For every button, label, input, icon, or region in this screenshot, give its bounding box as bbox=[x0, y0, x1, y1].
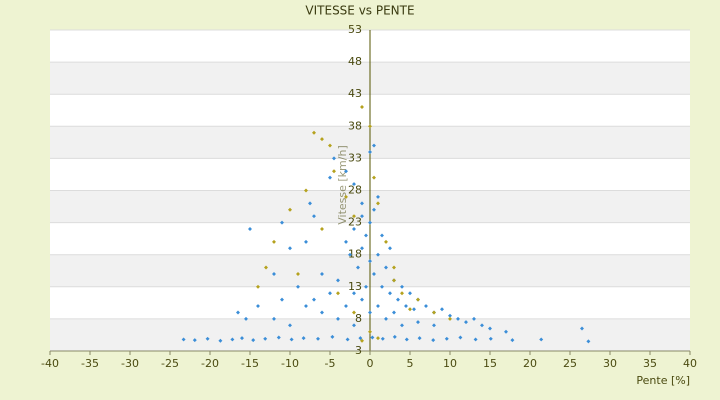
point bbox=[416, 297, 420, 302]
point bbox=[372, 175, 376, 180]
y-tick-label: 43 bbox=[348, 87, 362, 100]
point bbox=[432, 310, 436, 315]
plot-area bbox=[50, 29, 690, 352]
y-tick-label: 18 bbox=[348, 248, 362, 261]
y-tick-label: 48 bbox=[348, 55, 362, 68]
x-tick-label: -25 bbox=[161, 357, 179, 370]
x-tick-label: -10 bbox=[281, 357, 299, 370]
point bbox=[251, 338, 256, 343]
y-tick-label: 3 bbox=[355, 344, 362, 357]
point bbox=[352, 227, 356, 231]
point bbox=[280, 297, 284, 302]
x-tick-label: 5 bbox=[407, 357, 414, 370]
y-tick-label: 23 bbox=[348, 216, 362, 229]
x-tick-label: 25 bbox=[563, 357, 577, 370]
y-tick-label: 13 bbox=[348, 280, 362, 293]
x-tick-label: -5 bbox=[325, 357, 336, 370]
point bbox=[368, 124, 372, 129]
x-tick-label: -15 bbox=[241, 357, 259, 370]
point bbox=[240, 336, 244, 341]
point bbox=[368, 310, 372, 315]
point bbox=[244, 316, 248, 321]
x-axis-title: Pente [%] bbox=[636, 374, 690, 387]
point bbox=[248, 227, 252, 231]
y-tick-label: 33 bbox=[348, 151, 362, 164]
point bbox=[364, 233, 368, 238]
point bbox=[360, 297, 364, 302]
point bbox=[230, 337, 235, 342]
point bbox=[332, 169, 336, 174]
point bbox=[396, 297, 400, 302]
point bbox=[320, 310, 324, 315]
y-tick-label: 28 bbox=[348, 184, 362, 197]
point bbox=[328, 175, 332, 180]
point bbox=[392, 310, 396, 315]
point bbox=[431, 338, 436, 343]
point bbox=[218, 338, 223, 343]
point bbox=[368, 220, 372, 225]
chart-title: VITESSE vs PENTE bbox=[305, 4, 414, 18]
point bbox=[352, 310, 356, 315]
y-tick-label: 53 bbox=[348, 23, 362, 36]
x-tick-label: 35 bbox=[643, 357, 657, 370]
point bbox=[263, 336, 268, 341]
x-tick-label: -30 bbox=[121, 357, 139, 370]
point bbox=[510, 338, 515, 343]
x-tick-label: 10 bbox=[443, 357, 457, 370]
x-tick-label: 40 bbox=[683, 357, 697, 370]
x-tick-label: 20 bbox=[523, 357, 537, 370]
x-tick-label: -35 bbox=[81, 357, 99, 370]
point bbox=[320, 227, 324, 231]
x-tick-label: 15 bbox=[483, 357, 497, 370]
y-axis-title: Vitesse [km/h] bbox=[336, 145, 349, 225]
point bbox=[312, 297, 316, 302]
point bbox=[360, 105, 364, 110]
point bbox=[236, 310, 240, 315]
x-tick-label: -20 bbox=[201, 357, 219, 370]
x-tick-label: 30 bbox=[603, 357, 617, 370]
point bbox=[380, 233, 384, 238]
point bbox=[344, 169, 348, 174]
point bbox=[352, 182, 356, 187]
x-tick-label: -40 bbox=[41, 357, 59, 370]
point bbox=[280, 220, 284, 225]
x-tick-label: 0 bbox=[367, 357, 374, 370]
y-tick-label: 38 bbox=[348, 119, 362, 132]
y-tick-label: 8 bbox=[355, 312, 362, 325]
